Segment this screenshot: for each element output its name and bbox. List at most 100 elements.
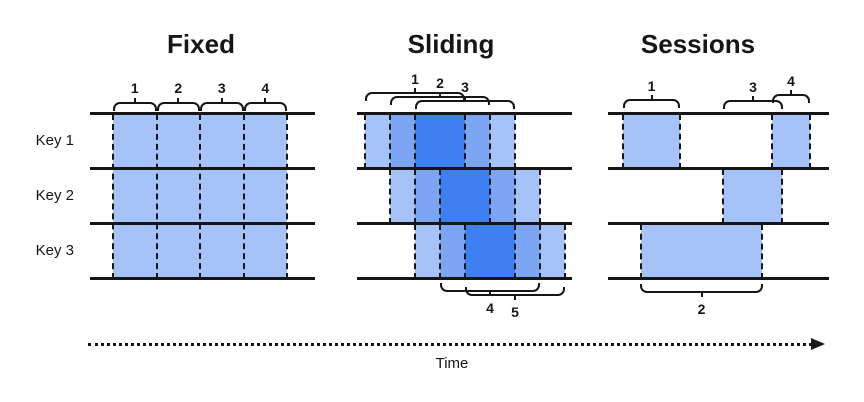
window-number: 3	[217, 80, 226, 96]
window-block	[390, 169, 415, 224]
window-edge-dash	[242, 114, 245, 279]
window-edge-dash	[679, 114, 681, 169]
window-edge-dash	[514, 169, 516, 224]
brace-nub	[650, 95, 653, 101]
brace-nub	[489, 290, 491, 296]
window-block	[641, 224, 762, 279]
window-brace	[723, 96, 783, 109]
window-block	[415, 114, 465, 169]
brace-nub	[464, 96, 466, 102]
key-label-1: Key 1	[35, 132, 74, 149]
time-axis-line	[88, 343, 812, 346]
window-block	[440, 169, 490, 224]
window-brace	[200, 98, 244, 111]
window-edge-dash	[464, 114, 466, 169]
window-block	[490, 114, 515, 169]
window-edge-dash	[414, 169, 416, 224]
window-edge-dash	[389, 169, 391, 224]
brace-nub	[177, 98, 180, 104]
brace-nub	[790, 90, 792, 96]
window-edge-dash	[809, 114, 811, 169]
window-number: 4	[486, 300, 494, 316]
section-title-sessions: Sessions	[640, 29, 756, 59]
brace-nub	[752, 96, 754, 102]
key-row-line	[357, 222, 572, 225]
window-block	[465, 114, 490, 169]
window-edge-dash	[199, 114, 201, 279]
window-number: 2	[174, 80, 183, 96]
window-block	[390, 114, 415, 169]
window-edge-dash	[564, 224, 566, 279]
key-label-3: Key 3	[35, 242, 74, 259]
window-block	[540, 224, 565, 279]
window-brace	[113, 98, 157, 111]
key-row-line	[357, 112, 572, 115]
brace-nub	[514, 294, 516, 300]
window-edge-dash	[514, 224, 516, 279]
window-edge-dash	[539, 224, 541, 279]
key-label-2: Key 2	[35, 187, 74, 204]
window-edge-dash	[489, 114, 491, 169]
window-edge-dash	[640, 224, 642, 279]
key-row-line	[90, 112, 315, 115]
window-block	[772, 114, 810, 169]
window-block	[415, 224, 440, 279]
window-block	[723, 169, 782, 224]
window-number: 3	[749, 79, 757, 95]
window-brace	[465, 287, 565, 300]
window-edge-dash	[781, 169, 783, 224]
window-brace	[415, 96, 515, 109]
key-row-line	[608, 222, 829, 225]
window-edge-dash	[286, 114, 288, 279]
window-block	[440, 224, 465, 279]
time-axis-label: Time	[435, 355, 469, 372]
brace-nub	[414, 88, 416, 94]
window-block	[515, 224, 540, 279]
window-block	[365, 114, 390, 169]
window-edge-dash	[389, 114, 391, 169]
window-brace	[772, 90, 810, 103]
window-block	[515, 169, 540, 224]
section-title-sliding: Sliding	[407, 29, 495, 59]
brace-nub	[700, 291, 703, 297]
window-edge-dash	[439, 169, 441, 224]
window-edge-dash	[514, 114, 516, 169]
window-edge-dash	[364, 114, 366, 169]
window-edge-dash	[464, 224, 466, 279]
window-edge-dash	[539, 169, 541, 224]
window-edge-dash	[414, 224, 416, 279]
key-row-line	[90, 222, 315, 225]
window-number: 1	[411, 71, 419, 87]
brace-nub	[264, 98, 267, 104]
window-edge-dash	[439, 224, 441, 279]
window-number: 2	[436, 75, 444, 91]
key-row-line	[357, 167, 572, 170]
window-edge-dash	[489, 169, 491, 224]
window-edge-dash	[622, 114, 624, 169]
window-edge-dash	[112, 114, 114, 279]
window-number: 2	[697, 301, 706, 317]
section-title-fixed: Fixed	[167, 29, 235, 59]
time-axis-arrowhead	[811, 338, 825, 350]
window-brace	[440, 283, 540, 296]
window-number: 4	[787, 73, 795, 89]
brace-nub	[133, 98, 136, 104]
window-number: 4	[261, 80, 270, 96]
window-block	[623, 114, 680, 169]
window-block	[465, 224, 515, 279]
window-brace	[156, 98, 200, 111]
key-row-line	[608, 167, 829, 170]
key-row-line	[608, 277, 829, 280]
window-brace	[243, 98, 287, 111]
window-brace	[640, 284, 763, 297]
window-number: 1	[130, 80, 139, 96]
window-block	[490, 169, 515, 224]
window-edge-dash	[771, 114, 773, 169]
window-edge-dash	[155, 114, 158, 279]
window-edge-dash	[722, 169, 724, 224]
brace-nub	[220, 98, 223, 104]
window-edge-dash	[761, 224, 763, 279]
window-brace	[623, 95, 680, 108]
